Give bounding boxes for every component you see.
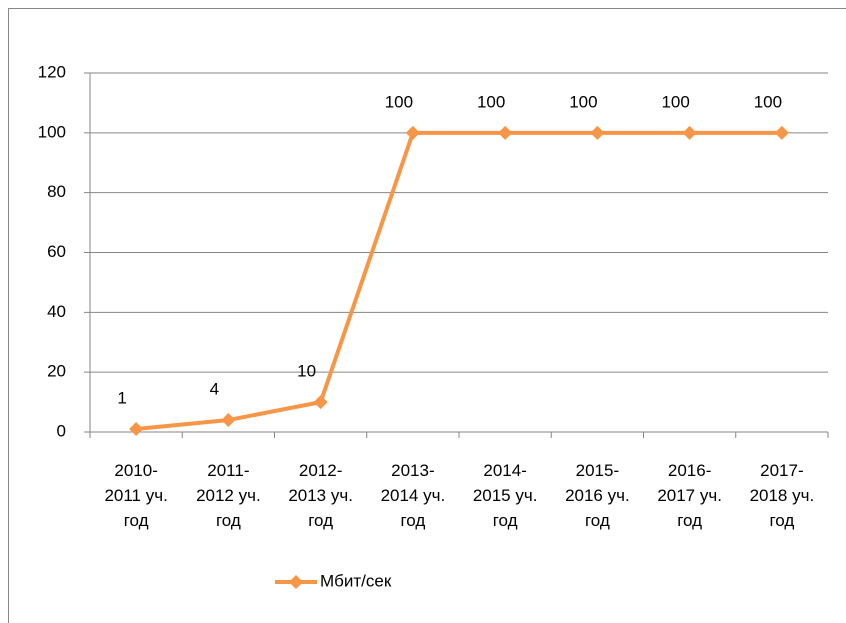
marker [498,125,513,140]
x-tick-label: 2011-2012 уч. год [196,461,261,530]
data-label: 100 [754,92,782,111]
marker [774,125,789,140]
y-tick-label: 60 [47,242,66,261]
y-tick-label: 0 [57,421,66,440]
y-tick-label: 100 [38,122,66,141]
data-label: 4 [210,380,219,399]
x-tick-label: 2015-2016 уч. год [565,461,630,530]
data-label: 100 [477,92,505,111]
chart-frame [8,8,846,623]
data-label: 1 [117,388,126,407]
x-tick-label: 2012-2013 уч. год [288,461,353,530]
data-label: 100 [569,92,597,111]
series-line [135,130,782,431]
marker [590,125,605,140]
data-label: 10 [297,362,316,381]
marker [129,422,144,437]
x-tick-label: 2016-2017 уч. год [657,461,722,530]
y-tick-label: 20 [47,362,66,381]
legend-label: Мбит/сек [320,571,392,590]
x-tick-label: 2010-2011 уч. год [104,461,168,530]
legend-marker [289,575,303,589]
marker [405,125,420,140]
data-label: 100 [661,92,689,111]
y-tick-label: 40 [47,302,66,321]
marker [682,125,697,140]
marker [313,395,328,410]
marker [221,413,236,428]
y-tick-label: 120 [38,62,66,81]
x-tick-label: 2013-2014 уч. год [380,461,446,530]
x-tick-label: 2017-2018 уч. год [749,461,815,530]
x-tick-label: 2014-2015 уч. год [472,461,538,530]
y-tick-label: 80 [47,182,66,201]
data-label: 100 [385,92,413,111]
